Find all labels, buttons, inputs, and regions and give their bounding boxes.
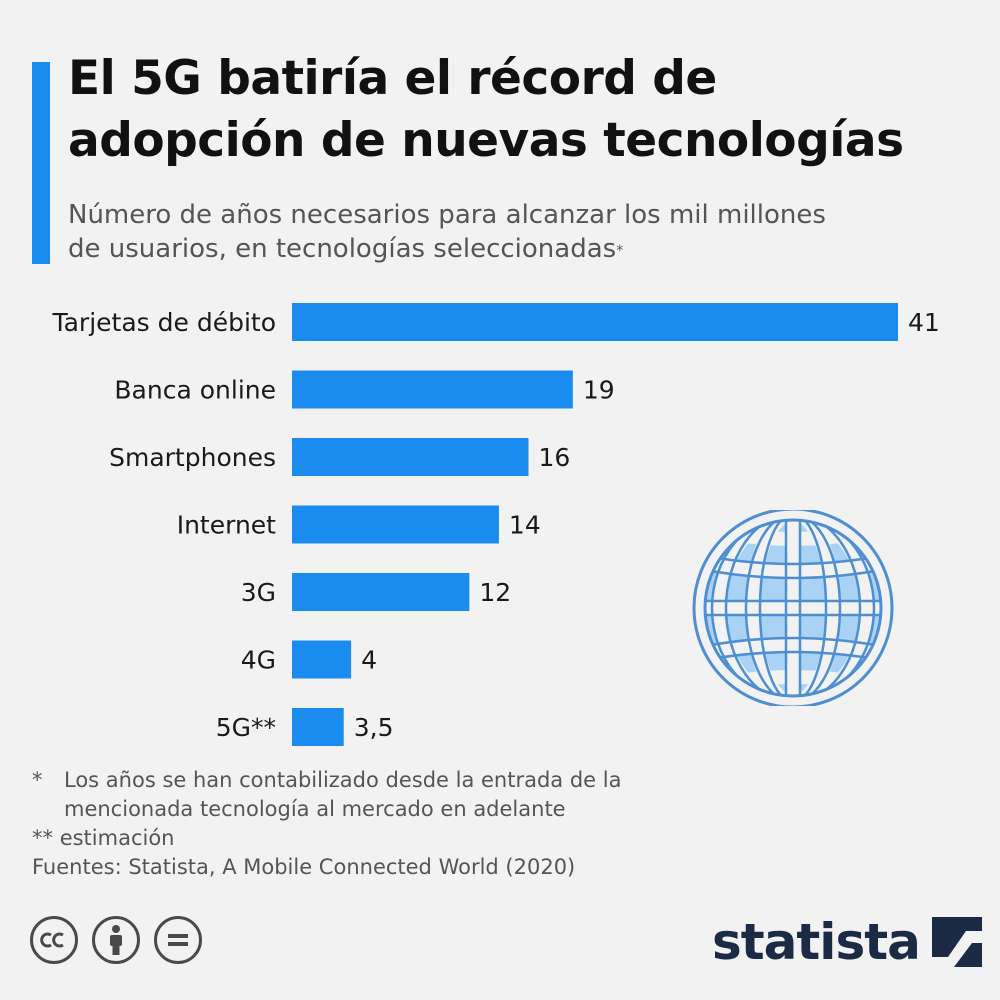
- bar-0: [292, 303, 898, 341]
- statista-wordmark: statista: [712, 913, 921, 971]
- bar-3: [292, 505, 499, 544]
- bar-5: [292, 640, 352, 679]
- value-label-2: 16: [538, 443, 570, 472]
- subtitle-line-2: de usuarios, en tecnologías seleccionada…: [68, 232, 988, 266]
- subtitle-footnote-mark: *: [616, 243, 624, 259]
- value-label-4: 12: [479, 578, 511, 607]
- statista-logo-icon: [931, 917, 982, 967]
- footnote-1: * Los años se han contabilizado desde la…: [32, 766, 732, 824]
- cc-icon[interactable]: [30, 916, 78, 964]
- subtitle-line-2-text: de usuarios, en tecnologías seleccionada…: [68, 234, 617, 264]
- title-accent-bar: [32, 62, 50, 264]
- footnote-1-mark: *: [32, 768, 43, 792]
- footnote-2-mark: **: [32, 826, 53, 850]
- title-line-1: El 5G batiría el récord de: [68, 51, 717, 106]
- category-label-6: 5G**: [216, 713, 276, 742]
- title-line-2: adopción de nuevas tecnologías: [68, 113, 904, 168]
- value-label-1: 19: [583, 376, 615, 405]
- category-label-3: Internet: [177, 511, 276, 540]
- subtitle-line-1: Número de años necesarios para alcanzar …: [68, 200, 826, 230]
- bar-6: [292, 708, 344, 746]
- no-derivatives-icon[interactable]: [154, 916, 202, 964]
- value-label-6: 3,5: [354, 713, 394, 742]
- license-icons: [30, 916, 202, 964]
- value-label-5: 4: [361, 646, 377, 675]
- source-note: Fuentes: Statista, A Mobile Connected Wo…: [32, 855, 576, 879]
- attribution-icon[interactable]: [92, 916, 140, 964]
- footnotes: * Los años se han contabilizado desde la…: [32, 766, 732, 882]
- chart-title: El 5G batiría el récord de adopción de n…: [68, 48, 988, 172]
- globe-icon: [692, 510, 894, 706]
- bar-4: [292, 573, 470, 611]
- category-label-4: 3G: [241, 578, 276, 607]
- bar-2: [292, 438, 529, 476]
- footnote-2: ** estimación: [32, 824, 732, 853]
- value-label-0: 41: [908, 308, 940, 337]
- statista-logo[interactable]: statista: [712, 914, 982, 970]
- footnote-1-line-2: mencionada tecnología al mercado en adel…: [64, 797, 566, 821]
- footnote-2-text: estimación: [59, 826, 175, 850]
- value-label-3: 14: [509, 511, 541, 540]
- category-label-5: 4G: [241, 646, 276, 675]
- chart-subtitle: Número de años necesarios para alcanzar …: [68, 198, 988, 266]
- footnote-1-line-1: Los años se han contabilizado desde la e…: [64, 768, 622, 792]
- bar-1: [292, 370, 573, 409]
- category-label-2: Smartphones: [109, 443, 276, 472]
- category-label-0: Tarjetas de débito: [51, 308, 276, 337]
- category-label-1: Banca online: [114, 376, 276, 405]
